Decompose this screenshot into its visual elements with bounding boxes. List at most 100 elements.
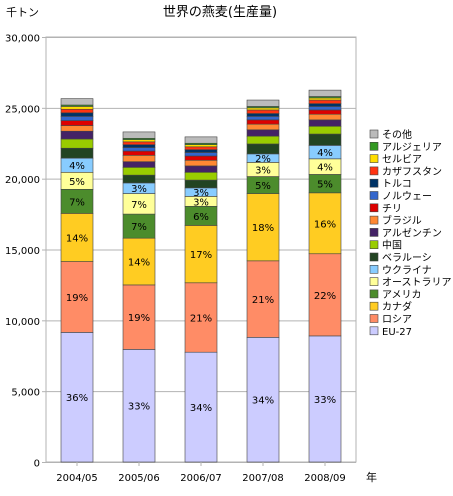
legend-swatch <box>369 215 379 225</box>
legend-label: EU-27 <box>382 327 412 338</box>
bar-segment <box>184 144 218 148</box>
bar-segment <box>308 109 342 115</box>
bar-stack-2004-05: 36% 19% 14% 7% 5% 4% <box>60 98 94 463</box>
legend-label: カザフスタン <box>382 166 442 178</box>
bar-segment <box>184 159 218 167</box>
data-label: 6% <box>193 212 209 223</box>
data-label: 4% <box>317 163 333 174</box>
bar-segment <box>308 133 342 146</box>
bar-segment <box>122 174 156 184</box>
legend-label: ベラルーシ <box>382 252 432 264</box>
legend-label: ロシア <box>382 315 412 326</box>
bar-segment <box>308 119 342 127</box>
bar-segment <box>184 179 218 189</box>
bar-segment <box>122 131 156 139</box>
legend-swatch <box>369 277 379 286</box>
bar-segment <box>246 123 280 131</box>
y-axis-unit-label: 千トン <box>6 6 39 19</box>
bar-segment <box>308 192 342 255</box>
legend-label: カナダ <box>382 300 412 313</box>
x-axis-unit-label: 年 <box>366 470 377 484</box>
legend-label: ブラジル <box>382 214 422 227</box>
bar-segment <box>60 147 94 159</box>
legend-swatch <box>369 129 379 139</box>
bar-segment <box>246 143 280 155</box>
bar-segment <box>246 99 280 107</box>
legend-swatch <box>369 166 379 176</box>
bar-segment <box>246 109 280 114</box>
legend-swatch <box>369 228 379 237</box>
legend-swatch <box>369 191 379 200</box>
bar-segment <box>122 213 156 239</box>
bar-segment <box>60 332 94 463</box>
bar-segment <box>308 97 342 101</box>
bar-segment <box>184 225 218 284</box>
bar-segment <box>122 139 156 143</box>
bar-stack-2008-09: 33% 22% 16% 5% 4% 4% <box>308 89 342 463</box>
legend-swatch <box>369 178 379 188</box>
bar-segment <box>60 116 94 121</box>
data-label: 7% <box>69 197 85 208</box>
legend-swatch <box>369 314 379 323</box>
bar-stack-2007-08: 34% 21% 18% 5% 3%2% <box>246 99 280 463</box>
x-tick-label: 2008/09 <box>304 473 346 484</box>
bar-segment <box>122 144 156 148</box>
legend-entry: カナダ <box>369 300 412 313</box>
y-tick-label: 10,000 <box>5 317 40 328</box>
legend-swatch <box>369 252 379 262</box>
bar-segment <box>246 135 280 145</box>
bar-segment <box>184 155 218 161</box>
legend-label: オーストラリア <box>382 277 452 289</box>
data-label: 4% <box>69 161 85 172</box>
axes: 0 5,000 10,000 15,000 20,000 25,000 30,000 2004… <box>5 34 346 485</box>
bar-segment <box>122 349 156 463</box>
legend-entry: ブラジル <box>369 214 422 227</box>
bar-segment <box>122 147 156 152</box>
legend-swatch <box>369 203 379 213</box>
data-label: 22% <box>314 291 336 302</box>
bar-segment <box>60 108 94 114</box>
legend-swatch <box>369 264 379 274</box>
legend-entry: 中国 <box>369 239 402 252</box>
legend-entry: ベラルーシ <box>369 252 432 264</box>
data-label: 3% <box>131 184 147 195</box>
data-label: 3% <box>255 165 271 176</box>
bar-segment <box>246 113 280 117</box>
bar-segment <box>122 284 156 350</box>
legend-entry: カザフスタン <box>369 166 442 178</box>
bar-segment <box>60 98 94 106</box>
bar-segment <box>246 119 280 125</box>
bar-segment <box>184 149 218 153</box>
bar-segment <box>184 152 218 157</box>
y-tick-label: 25,000 <box>5 104 40 115</box>
bar-segment <box>122 154 156 162</box>
data-label: 14% <box>66 233 88 244</box>
bar-segment <box>122 167 156 176</box>
bar-stacks: 36% 19% 14% 7% 5% 4% 33% 19% 14% 7% 7% 3% 34% 21% 17% 6… <box>60 89 342 463</box>
bar-segment <box>308 99 342 104</box>
x-tick-label: 2004/05 <box>56 473 98 484</box>
data-label: 21% <box>190 314 212 325</box>
data-label: 7% <box>131 222 147 233</box>
bar-segment <box>60 188 94 214</box>
legend-label: アルジェリア <box>382 142 442 153</box>
legend-label: セルビア <box>382 154 422 166</box>
legend-label: ノルウェー <box>382 191 432 203</box>
legend-swatch <box>369 154 379 163</box>
legend-label: チリ <box>382 203 402 215</box>
bar-segment <box>308 125 342 135</box>
data-label: 2% <box>255 154 271 165</box>
data-label: 3% <box>193 197 209 208</box>
legend-swatch <box>369 240 379 249</box>
legend-entry: アメリカ <box>369 289 422 301</box>
legend-entry: トルコ <box>369 178 412 190</box>
bar-segment <box>184 351 218 463</box>
data-label: 17% <box>190 250 212 261</box>
bar-segment <box>60 120 94 126</box>
bar-segment <box>308 89 342 97</box>
legend-entry: アルジェリア <box>369 142 442 153</box>
legend-label: トルコ <box>382 179 412 190</box>
legend-label: アルゼンチン <box>382 227 442 239</box>
